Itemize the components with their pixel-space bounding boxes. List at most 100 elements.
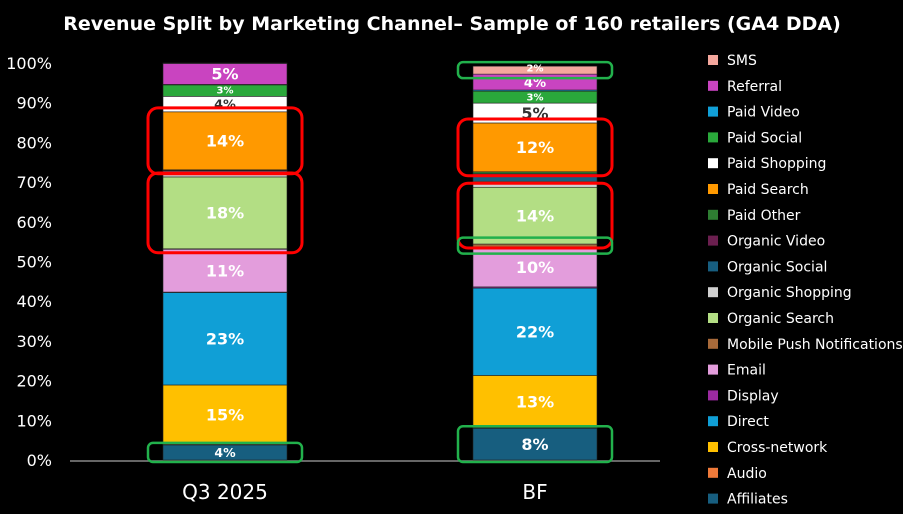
highlight-box (456, 424, 614, 464)
legend-swatch (708, 287, 718, 298)
legend-label: Display (727, 388, 779, 404)
legend-swatch (708, 55, 718, 65)
data-label: 22% (516, 323, 554, 342)
data-label: 3% (217, 86, 234, 97)
legend-label: Affiliates (727, 492, 788, 508)
legend-label: Paid Search (727, 182, 809, 198)
legend-item: Organic Social (708, 259, 827, 275)
legend-swatch (708, 313, 718, 323)
data-label: 15% (206, 405, 244, 424)
bar-segment (162, 248, 288, 293)
legend-swatch (708, 493, 718, 504)
legend-label: Audio (727, 466, 767, 482)
data-label: 2% (527, 63, 544, 74)
bar-segment (472, 427, 598, 461)
highlight-box (146, 171, 304, 255)
legend-swatch (708, 80, 718, 91)
legend-item: Audio (708, 466, 767, 482)
legend-item: Organic Search (708, 311, 834, 327)
legend-item: Affiliates (708, 492, 788, 508)
legend-item: Paid Search (708, 182, 809, 198)
legend-item: Cross-network (708, 440, 828, 456)
legend-item: Paid Social (708, 130, 802, 146)
data-label: 23% (206, 329, 244, 348)
legend-item: SMS (708, 53, 757, 69)
legend-item: Display (708, 388, 779, 404)
y-tick-label: 0% (27, 451, 52, 470)
legend-swatch (708, 364, 718, 375)
bar-segment (162, 384, 288, 445)
legend-swatch (708, 106, 718, 117)
legend-item: Organic Video (708, 234, 825, 250)
legend-label: Paid Shopping (727, 156, 826, 172)
bar-segment (472, 375, 598, 429)
data-label: 12% (516, 138, 554, 157)
highlight-boxes (146, 60, 614, 464)
axes: 0% 10% 20% 30% 40% 50% 60% 70% 80% 90% 100% Q3 2025… (6, 54, 660, 504)
y-tick-label: 40% (16, 292, 52, 311)
legend-swatch (708, 442, 718, 452)
legend-label: Direct (727, 414, 769, 430)
highlight-box (456, 117, 614, 178)
data-label: 10% (516, 258, 554, 277)
legend-label: Organic Search (727, 311, 834, 327)
legend-swatch (708, 467, 718, 478)
bar-segment (472, 287, 598, 376)
data-label: 5% (211, 65, 238, 84)
legend-label: Paid Social (727, 130, 802, 146)
legend-item: Paid Video (708, 105, 800, 121)
legend-swatch (708, 158, 718, 169)
y-tick-label: 20% (16, 372, 52, 391)
legend-label: Paid Other (727, 208, 801, 224)
highlight-box (456, 181, 614, 250)
y-tick-label: 10% (16, 411, 52, 430)
bar-segment (472, 186, 598, 245)
legend-swatch (708, 132, 718, 143)
y-tick-label: 90% (16, 94, 52, 113)
y-tick-label: 80% (16, 133, 52, 152)
legend-item: Paid Other (708, 208, 801, 224)
legend: SMS Referral Paid Video Paid Social Paid Sho… (708, 53, 903, 508)
x-tick-label: BF (522, 480, 547, 504)
legend-swatch (708, 416, 718, 427)
x-tick-label: Q3 2025 (182, 480, 268, 504)
highlight-box (456, 60, 614, 80)
bar-segment (162, 111, 288, 171)
legend-item: Email (708, 363, 766, 379)
y-tick-label: 50% (16, 253, 52, 272)
bar-segment (472, 122, 598, 173)
bar-segment (162, 176, 288, 250)
data-label: 11% (206, 261, 244, 280)
legend-swatch (708, 235, 718, 246)
legend-label: Email (727, 363, 766, 379)
chart-title: Revenue Split by Marketing Channel– Samp… (63, 13, 841, 35)
data-label: 18% (206, 204, 244, 223)
data-label: 14% (206, 132, 244, 151)
highlight-box (456, 236, 614, 255)
legend-item: Mobile Push Notifications (708, 337, 903, 353)
data-label: 13% (516, 392, 554, 411)
legend-label: Cross-network (727, 440, 828, 456)
data-label: 4% (524, 76, 546, 91)
legend-item: Paid Shopping (708, 156, 826, 172)
highlight-box (146, 441, 304, 464)
y-tick-label: 30% (16, 332, 52, 351)
legend-swatch (708, 184, 718, 194)
legend-item: Direct (708, 414, 769, 430)
legend-label: Mobile Push Notifications (727, 337, 903, 353)
bars: 4%15%23%11%18%14%4%3%5%8%13%22%10%14%12%… (162, 62, 598, 461)
data-label: 4% (214, 445, 236, 460)
y-tick-label: 100% (6, 54, 52, 73)
legend-label: Organic Video (727, 234, 825, 250)
bar-segment (162, 292, 288, 386)
legend-label: SMS (727, 53, 757, 69)
data-label: 8% (521, 435, 548, 454)
legend-label: Organic Social (727, 259, 827, 275)
data-label: 3% (527, 93, 544, 104)
legend-swatch (708, 338, 718, 349)
bar-segment (472, 65, 598, 75)
legend-label: Referral (727, 79, 782, 95)
legend-label: Paid Video (727, 105, 800, 121)
bar-segment (162, 62, 288, 64)
